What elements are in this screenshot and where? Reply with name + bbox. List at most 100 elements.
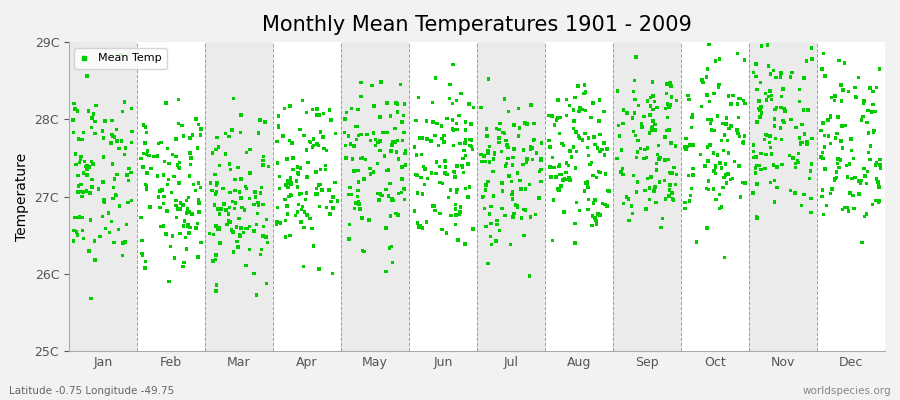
Point (219, 207, 233, 213)
Point (481, 178, 495, 184)
Point (553, 172, 567, 178)
Point (293, 219, 308, 226)
Point (708, 164, 723, 170)
Point (429, 170, 444, 176)
Point (689, 239, 704, 245)
Point (861, 107, 876, 114)
Point (456, 169, 471, 176)
Point (824, 94, 839, 101)
Point (678, 144, 692, 150)
Point (518, 120, 532, 126)
Point (443, 187, 457, 193)
Point (668, 181, 682, 188)
Point (841, 174, 855, 180)
Point (283, 103, 297, 109)
Point (171, 120, 185, 127)
Point (662, 156, 676, 162)
Point (194, 240, 208, 246)
Point (869, 84, 884, 91)
Point (380, 100, 394, 106)
Text: worldspecies.org: worldspecies.org (803, 386, 891, 396)
Point (77, 158, 92, 164)
Point (782, 152, 796, 159)
Point (221, 134, 236, 140)
Point (860, 180, 874, 186)
Point (368, 142, 382, 149)
Point (597, 140, 611, 146)
Point (451, 237, 465, 243)
Point (549, 117, 563, 123)
Point (447, 174, 462, 180)
Point (614, 169, 628, 175)
Point (814, 127, 828, 134)
Point (534, 166, 548, 173)
Point (229, 200, 243, 206)
Point (450, 126, 464, 133)
Point (868, 198, 883, 204)
Point (389, 100, 403, 106)
Point (283, 177, 297, 184)
Point (644, 124, 659, 130)
Point (763, 88, 778, 94)
Point (818, 73, 832, 79)
Point (222, 204, 237, 211)
Point (458, 140, 473, 146)
Point (572, 207, 587, 214)
Point (210, 134, 224, 141)
Point (564, 154, 579, 160)
Point (663, 169, 678, 176)
Point (694, 103, 708, 110)
Point (85, 114, 99, 121)
Point (737, 133, 751, 139)
Point (588, 197, 602, 203)
Point (684, 124, 698, 131)
Point (797, 75, 812, 81)
Point (871, 179, 886, 185)
Point (559, 160, 573, 166)
Point (584, 159, 598, 166)
Point (169, 153, 184, 160)
Point (453, 211, 467, 217)
Point (482, 211, 497, 217)
Point (599, 146, 614, 152)
Point (610, 88, 625, 94)
Point (345, 105, 359, 112)
Point (727, 158, 742, 165)
Point (124, 169, 139, 176)
Point (724, 101, 738, 108)
Point (657, 178, 671, 184)
Point (510, 204, 525, 210)
Point (351, 198, 365, 204)
Point (360, 131, 374, 138)
Point (436, 139, 451, 145)
Point (767, 123, 781, 129)
Point (235, 204, 249, 211)
Point (713, 160, 727, 166)
Point (174, 206, 188, 212)
Point (172, 96, 186, 102)
Point (479, 126, 493, 132)
Point (326, 205, 340, 211)
Point (462, 136, 476, 143)
Point (568, 94, 582, 101)
Point (848, 94, 862, 100)
Point (519, 159, 534, 165)
Point (615, 165, 629, 172)
Point (259, 216, 274, 223)
Point (212, 225, 227, 231)
Point (763, 71, 778, 77)
Point (300, 174, 314, 180)
Point (219, 130, 233, 137)
Point (209, 252, 223, 258)
Point (843, 136, 858, 142)
Point (706, 90, 721, 96)
Point (213, 240, 228, 246)
Point (358, 156, 373, 163)
Point (345, 156, 359, 162)
Point (746, 142, 760, 148)
Point (139, 181, 153, 188)
Point (350, 193, 365, 200)
Point (310, 112, 324, 118)
Point (588, 215, 602, 221)
Point (585, 222, 599, 229)
